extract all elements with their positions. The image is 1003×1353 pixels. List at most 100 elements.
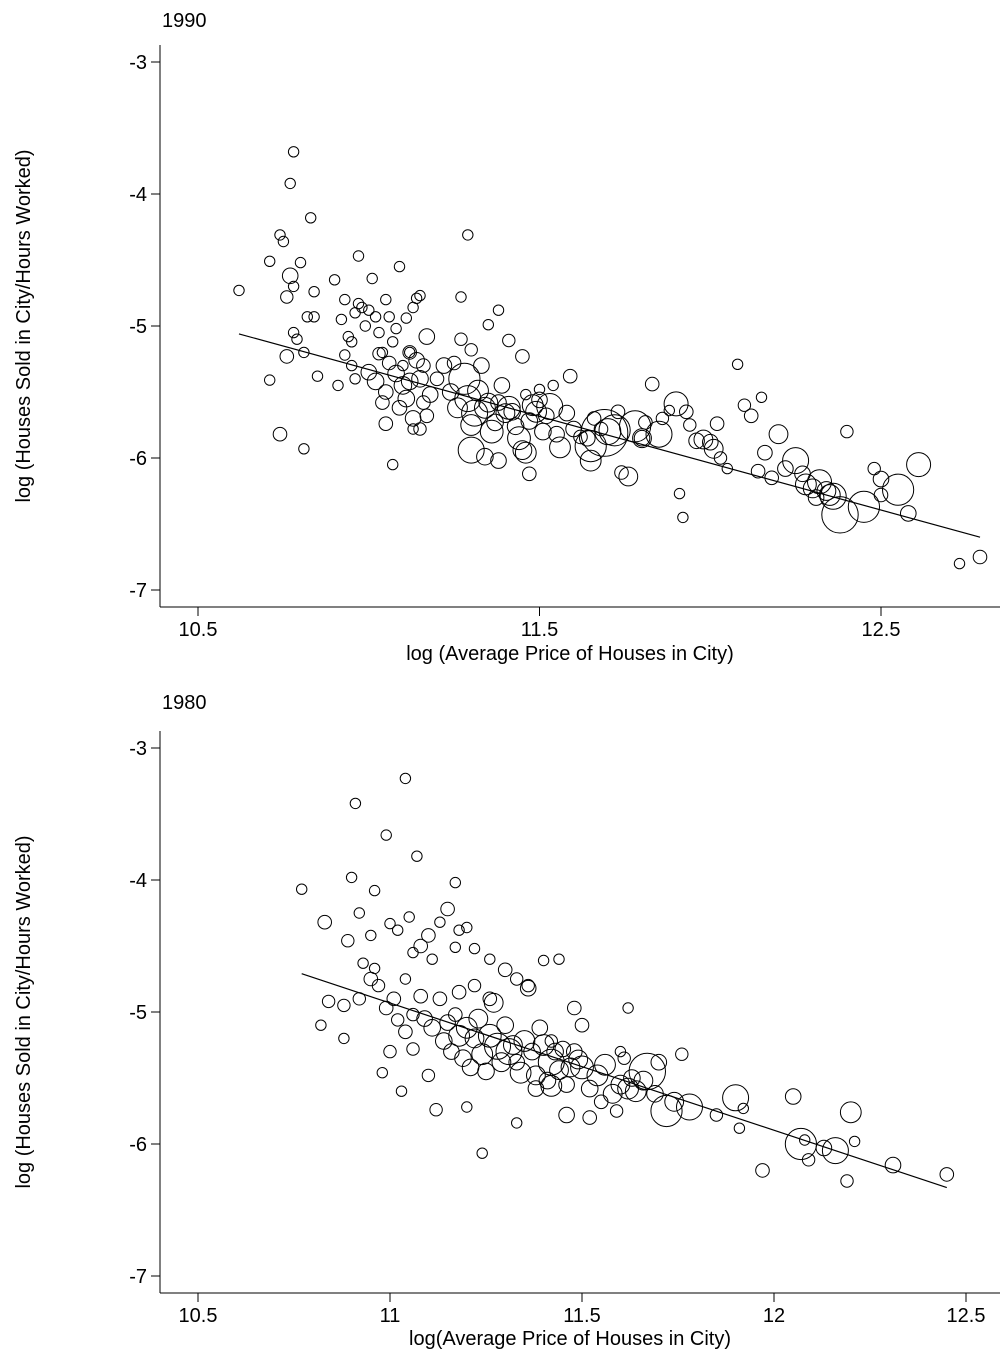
data-point bbox=[618, 466, 639, 487]
data-point bbox=[471, 1043, 494, 1066]
x-tick-label: 12.5 bbox=[862, 619, 901, 641]
data-point bbox=[900, 505, 917, 522]
data-point bbox=[277, 235, 290, 248]
data-point bbox=[645, 420, 673, 448]
data-point bbox=[383, 1044, 397, 1059]
data-point bbox=[815, 1139, 833, 1157]
data-point bbox=[490, 452, 507, 469]
y-axis-label: log (Houses Sold in City/Hours Worked) bbox=[13, 149, 35, 502]
data-point bbox=[807, 489, 825, 506]
data-point bbox=[799, 1134, 811, 1146]
data-point bbox=[755, 391, 768, 403]
data-point bbox=[702, 433, 719, 451]
data-point bbox=[454, 332, 468, 346]
data-point bbox=[391, 400, 408, 416]
y-tick-label: -6 bbox=[129, 1134, 147, 1156]
y-tick-label: -3 bbox=[129, 52, 147, 74]
data-point bbox=[673, 487, 686, 500]
y-tick-label: -4 bbox=[129, 870, 147, 892]
data-point bbox=[519, 979, 537, 997]
data-point bbox=[410, 292, 423, 304]
data-point bbox=[315, 1019, 327, 1031]
data-point bbox=[298, 346, 310, 359]
data-point bbox=[301, 311, 313, 323]
data-point bbox=[703, 438, 724, 459]
data-point bbox=[514, 441, 537, 464]
y-tick-label: -3 bbox=[129, 738, 147, 760]
data-point bbox=[233, 284, 245, 297]
data-point bbox=[582, 1110, 598, 1125]
data-point bbox=[406, 1042, 420, 1056]
data-point bbox=[819, 482, 847, 510]
data-point bbox=[345, 871, 358, 884]
data-point bbox=[522, 466, 537, 482]
data-point bbox=[373, 326, 385, 339]
data-point bbox=[272, 426, 288, 442]
data-point bbox=[650, 1053, 668, 1071]
data-point bbox=[593, 1094, 609, 1110]
data-point bbox=[468, 942, 481, 955]
data-point bbox=[398, 1024, 413, 1040]
data-point bbox=[443, 1043, 460, 1060]
data-point bbox=[520, 412, 539, 430]
x-tick-label: 11.5 bbox=[563, 1305, 600, 1327]
data-point bbox=[521, 394, 544, 417]
data-point bbox=[411, 370, 429, 388]
data-point bbox=[558, 1076, 575, 1093]
data-point bbox=[816, 481, 837, 501]
data-point bbox=[537, 954, 550, 967]
data-point bbox=[287, 326, 300, 339]
data-point bbox=[617, 1051, 631, 1065]
data-point bbox=[440, 901, 455, 917]
data-point bbox=[400, 312, 412, 324]
y-tick-label: -7 bbox=[129, 580, 147, 602]
y-tick-label: -6 bbox=[129, 448, 147, 470]
data-point bbox=[558, 404, 576, 422]
data-point bbox=[414, 289, 426, 302]
data-point bbox=[366, 272, 378, 285]
y-tick-label: -7 bbox=[129, 1266, 147, 1288]
data-point bbox=[464, 343, 478, 357]
data-point bbox=[503, 403, 522, 421]
data-point bbox=[378, 416, 394, 432]
data-point bbox=[633, 429, 651, 447]
data-point bbox=[274, 229, 286, 241]
data-point bbox=[906, 452, 932, 478]
data-point bbox=[432, 991, 448, 1007]
data-point bbox=[511, 1117, 523, 1129]
data-point bbox=[568, 1049, 589, 1070]
data-point bbox=[502, 333, 516, 348]
data-point bbox=[418, 328, 436, 345]
x-axis-label: log(Average Price of Houses in City) bbox=[409, 1328, 731, 1350]
data-point bbox=[513, 1030, 536, 1052]
data-point bbox=[558, 1106, 575, 1124]
data-point bbox=[429, 371, 445, 387]
y-tick-label: -5 bbox=[129, 316, 147, 338]
data-point bbox=[464, 1028, 485, 1049]
data-point bbox=[531, 391, 548, 409]
data-point bbox=[847, 490, 881, 523]
data-point bbox=[393, 260, 406, 273]
data-point bbox=[476, 447, 494, 466]
data-point bbox=[448, 1007, 463, 1022]
data-point bbox=[305, 212, 317, 224]
data-point bbox=[503, 1035, 523, 1055]
data-point bbox=[534, 422, 552, 441]
data-point bbox=[407, 946, 419, 959]
data-point bbox=[478, 392, 499, 413]
data-point bbox=[768, 424, 789, 445]
data-point bbox=[884, 1156, 902, 1174]
data-point bbox=[939, 1167, 955, 1182]
data-point bbox=[380, 293, 392, 306]
data-point bbox=[610, 404, 626, 420]
data-point bbox=[609, 1104, 624, 1118]
fit-line bbox=[238, 333, 981, 538]
data-point bbox=[623, 1069, 641, 1087]
data-point bbox=[508, 1053, 526, 1071]
data-point bbox=[549, 1060, 569, 1080]
data-point bbox=[594, 1053, 616, 1076]
data-point bbox=[531, 1019, 549, 1037]
data-point bbox=[509, 1061, 532, 1084]
data-point bbox=[376, 346, 389, 359]
